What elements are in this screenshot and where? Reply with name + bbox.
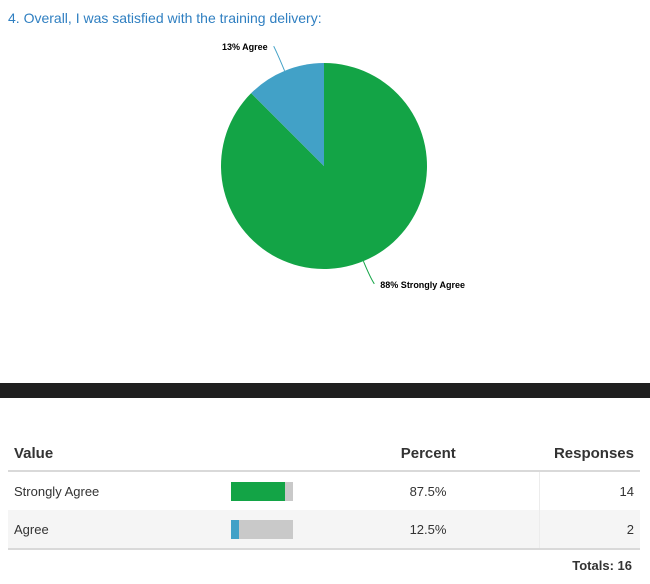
header-responses: Responses xyxy=(539,436,640,472)
table-row: Agree 12.5% 2 xyxy=(8,510,640,550)
header-percent: Percent xyxy=(317,436,540,472)
row-bar xyxy=(225,471,317,510)
pie-label: 13% Agree xyxy=(222,42,268,52)
pie-leader-line xyxy=(273,45,286,72)
row-value: Agree xyxy=(8,510,225,550)
row-value: Strongly Agree xyxy=(14,483,100,499)
totals-label: Totals: xyxy=(572,558,614,573)
header-value: Value xyxy=(8,436,225,472)
header-bar xyxy=(225,436,317,472)
percent-bar-fill xyxy=(231,481,286,501)
results-table: Value Percent Responses Strongly Agree 8… xyxy=(8,436,640,550)
pie-leader-line xyxy=(362,260,375,285)
percent-bar-fill xyxy=(231,519,239,539)
pie-slice-strongly-agree xyxy=(220,63,427,269)
row-responses: 2 xyxy=(539,510,640,550)
row-responses: 14 xyxy=(619,483,634,499)
table-header-row: Value Percent Responses xyxy=(8,436,640,472)
pie-chart: 88% Strongly Agree 13% Agree xyxy=(220,42,465,290)
question-title: 4. Overall, I was satisfied with the tra… xyxy=(8,10,322,26)
percent-bar-track xyxy=(231,519,293,539)
pie-slice-agree xyxy=(251,63,324,166)
row-percent: 12.5% xyxy=(317,510,540,550)
row-bar xyxy=(225,510,317,550)
pie-label: 88% Strongly Agree xyxy=(380,280,465,290)
row-percent: 87.5% xyxy=(317,471,540,510)
totals-value: 16 xyxy=(617,558,632,573)
section-divider xyxy=(0,383,650,398)
totals: Totals: 16 xyxy=(572,558,632,573)
percent-bar-track xyxy=(231,481,293,501)
table-row: Strongly Agree 87.5% 14 xyxy=(8,471,640,510)
